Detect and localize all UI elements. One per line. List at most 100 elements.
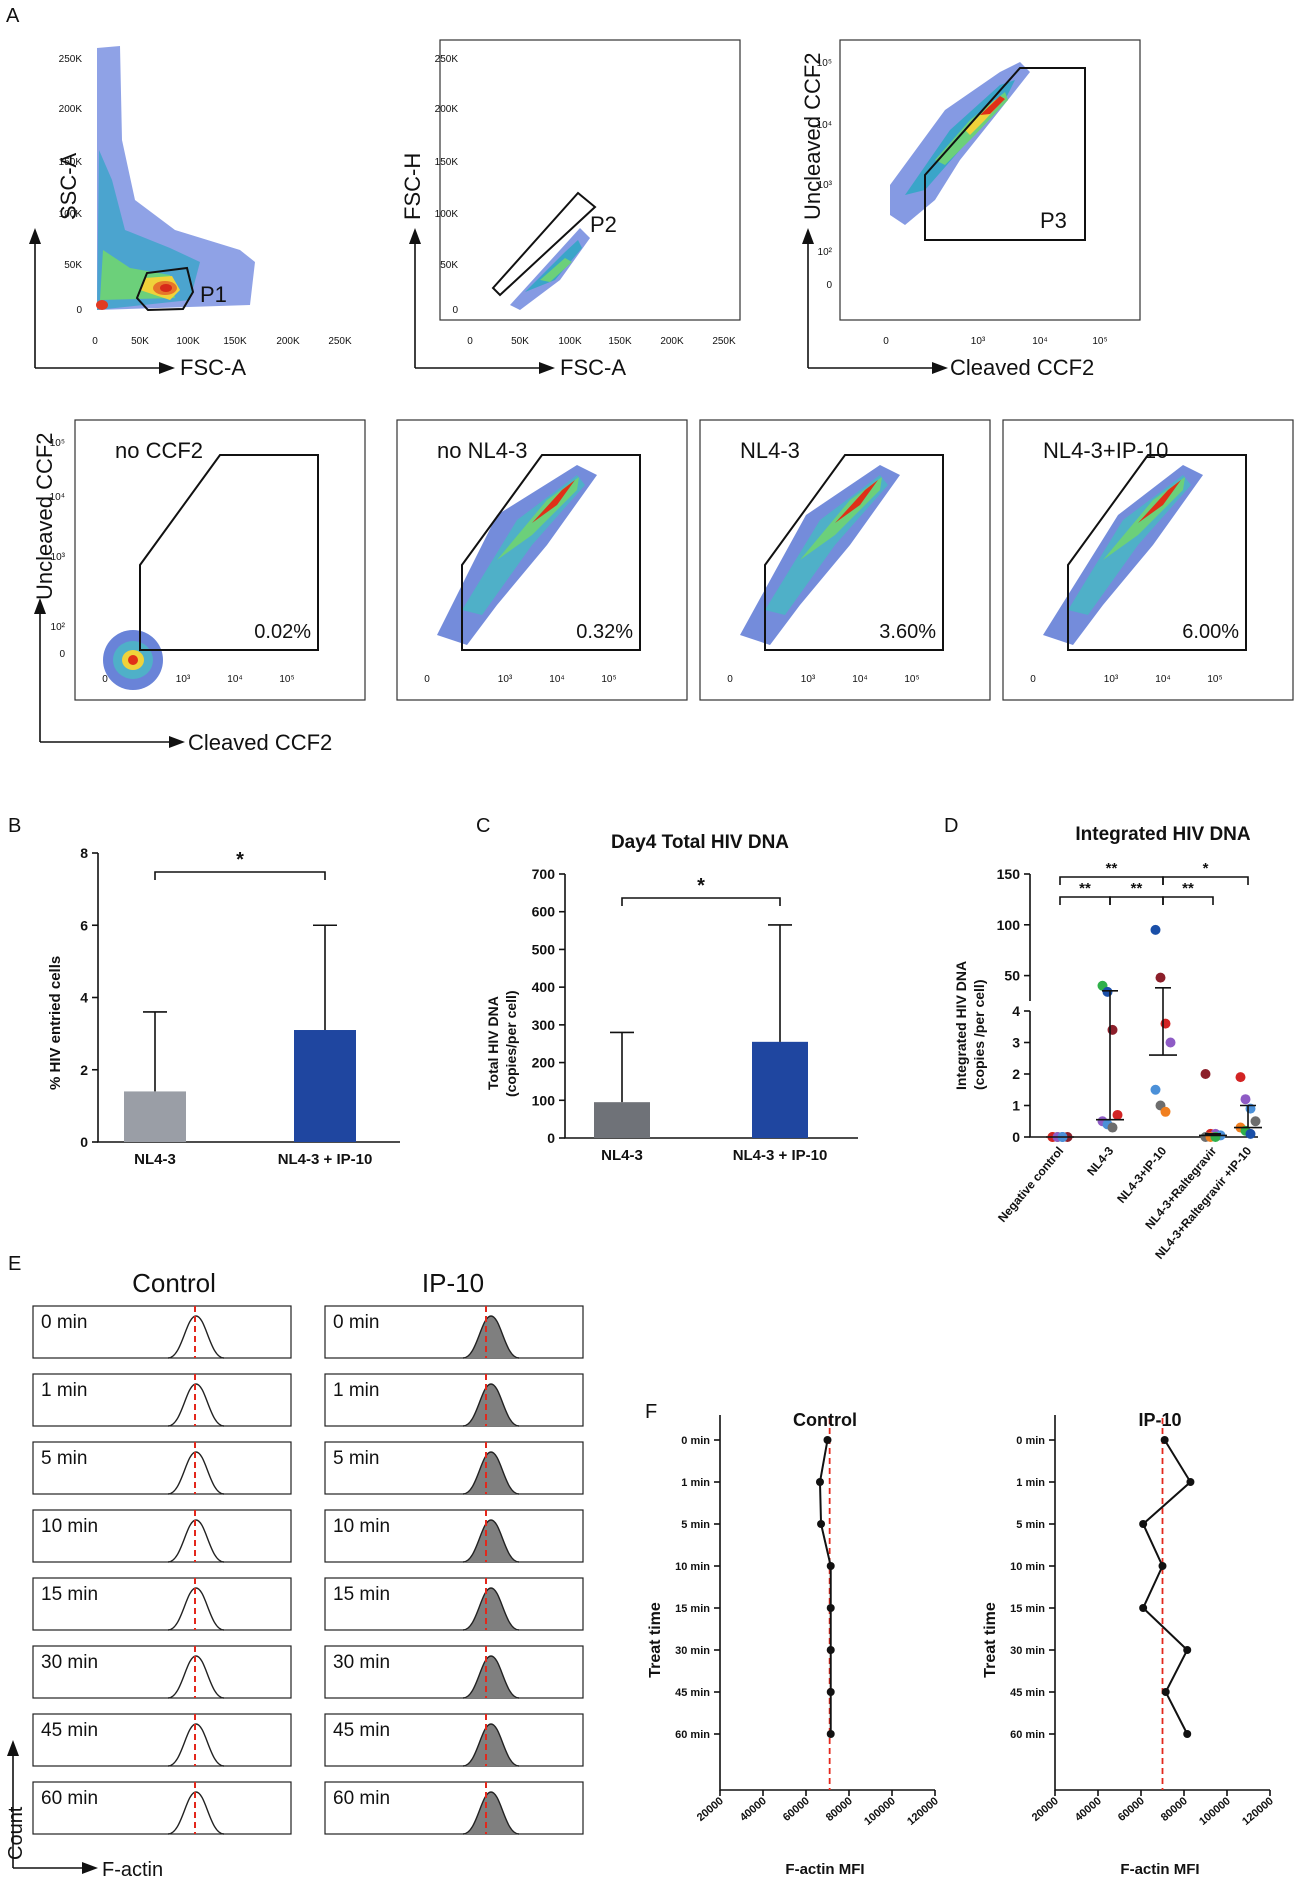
histogram-box	[324, 1713, 584, 1767]
category-label: NL4-3+IP-10	[1114, 1144, 1169, 1206]
histogram-box	[324, 1577, 584, 1631]
histogram-box	[324, 1441, 584, 1495]
tick: 10⁴	[549, 674, 564, 685]
significance-mark: *	[1203, 860, 1209, 877]
axis-line	[564, 874, 858, 1139]
category-label: NL4-3 + IP-10	[278, 1151, 373, 1168]
column-title-control: Control	[132, 1268, 216, 1298]
tick: 200K	[276, 336, 300, 347]
series-line	[818, 1439, 832, 1734]
histogram-box	[324, 1781, 584, 1835]
tick: 10⁵	[904, 674, 919, 685]
error-bar	[143, 1011, 167, 1092]
error-bar	[768, 924, 792, 1042]
time-label: 10 min	[333, 1516, 390, 1537]
category-label: Negative control	[995, 1144, 1066, 1225]
xlabel-cleaved-ccf2-row: Cleaved CCF2	[188, 730, 332, 755]
tick: 100K	[435, 209, 459, 220]
f-ylabel-control: Treat time	[647, 1602, 664, 1678]
histogram-curve	[462, 1383, 520, 1427]
category-label: 5 min	[681, 1519, 710, 1531]
percent-label: 3.60%	[879, 621, 936, 643]
time-label: 30 min	[41, 1652, 98, 1673]
axis-fsc-singlets	[409, 228, 555, 374]
data-point	[1112, 1109, 1123, 1120]
tick-label: 2	[1012, 1066, 1020, 1082]
tick-label: 0	[547, 1130, 555, 1146]
tick-label: 20000	[1030, 1795, 1061, 1824]
gate-p2	[491, 191, 597, 297]
time-label: 1 min	[41, 1380, 87, 1401]
gate-polygon	[1067, 454, 1247, 651]
tick: 10³	[51, 552, 66, 563]
significance-bracket	[1059, 896, 1111, 905]
tick: 50K	[64, 260, 82, 271]
density-peak	[835, 480, 878, 523]
plot-fsc-ssc: P1 SSC-A FSC-A 0 50K 100K 150K 200K 250K…	[29, 46, 352, 380]
tick: 0	[467, 336, 473, 347]
gate-polygon	[461, 454, 641, 651]
time-label: 30 min	[333, 1652, 390, 1673]
ccf2-plot-4: NL4-3+IP-10 6.00% 0 10³ 10⁴ 10⁵	[1002, 419, 1294, 701]
plot-ccf2-gate: P3 Uncleaved CCF2 Cleaved CCF2 0 10³ 10⁴…	[800, 39, 1141, 380]
category-label: NL4-3	[601, 1147, 643, 1164]
tick: 50K	[131, 336, 149, 347]
tick-label: 1	[1012, 1098, 1020, 1114]
tick-label: 6	[80, 917, 88, 933]
category-label: 5 min	[1016, 1519, 1045, 1531]
histogram-curve	[462, 1791, 520, 1835]
category-label: 30 min	[1010, 1645, 1045, 1657]
data-point	[1107, 1122, 1118, 1133]
histogram-curve	[462, 1519, 520, 1563]
ylabel-ssc-a: SSC-A	[56, 152, 81, 220]
histogram-box	[32, 1509, 292, 1563]
data-point	[826, 1604, 835, 1612]
time-label: 45 min	[41, 1720, 98, 1741]
histogram-curve	[462, 1315, 520, 1359]
tick-label: 700	[532, 866, 556, 882]
time-label: 1 min	[333, 1380, 379, 1401]
f-title-ip10: IP-10	[1138, 1410, 1181, 1430]
mfi-chart-2: 20000 40000 60000 80000 100000 120000 0 min 1 m…	[1010, 1415, 1276, 1828]
data-point	[1155, 972, 1166, 983]
tick-label: 8	[80, 845, 88, 861]
tick: 0	[826, 280, 832, 291]
histogram-box	[324, 1305, 584, 1359]
category-label: NL4-3 + IP-10	[733, 1147, 828, 1164]
axis-histogram	[7, 1740, 98, 1874]
tick: 250K	[712, 336, 736, 347]
ylabel-hiv-entry: % HIV entried cells	[47, 956, 64, 1090]
mfi-chart-1: 20000 40000 60000 80000 100000 120000 0 min 1 m…	[675, 1415, 941, 1828]
ccf2-plot-3: NL4-3 3.60% 0 10³ 10⁴ 10⁵	[699, 419, 991, 701]
tick-label: 60000	[1116, 1795, 1147, 1824]
histogram-box	[32, 1577, 292, 1631]
gate-label-p3: P3	[1040, 208, 1067, 233]
category-label: NL4-3	[1084, 1144, 1116, 1179]
time-label: 15 min	[333, 1584, 390, 1605]
time-label: 0 min	[41, 1312, 87, 1333]
ylabel-integrated-hiv-dna: Integrated HIV DNA	[953, 961, 969, 1090]
tick: 100K	[176, 336, 200, 347]
axis-line	[1029, 1011, 1258, 1138]
plot-frame	[396, 419, 688, 701]
ylabel-uncleaved-ccf2-row: Uncleaved CCF2	[32, 432, 57, 600]
gate-p1	[135, 266, 195, 312]
time-label: 60 min	[41, 1788, 98, 1809]
percent-label: 0.32%	[576, 621, 633, 643]
sample-label: no NL4-3	[437, 438, 528, 463]
tick-label: 3	[1012, 1035, 1020, 1051]
tick: 10³	[498, 674, 513, 685]
tick: 10⁴	[227, 674, 242, 685]
significance-bracket	[1162, 876, 1249, 885]
significance-bracket	[621, 897, 781, 906]
tick: 10³	[801, 674, 816, 685]
tick-label: 4	[1012, 1003, 1020, 1019]
ylabel-uncleaved-ccf2: Uncleaved CCF2	[800, 52, 825, 220]
tick: 10³	[971, 336, 986, 347]
tick-label: 20000	[695, 1795, 726, 1824]
data-point	[1139, 1520, 1148, 1528]
tick: 0	[76, 305, 82, 316]
category-label: 45 min	[1010, 1687, 1045, 1699]
